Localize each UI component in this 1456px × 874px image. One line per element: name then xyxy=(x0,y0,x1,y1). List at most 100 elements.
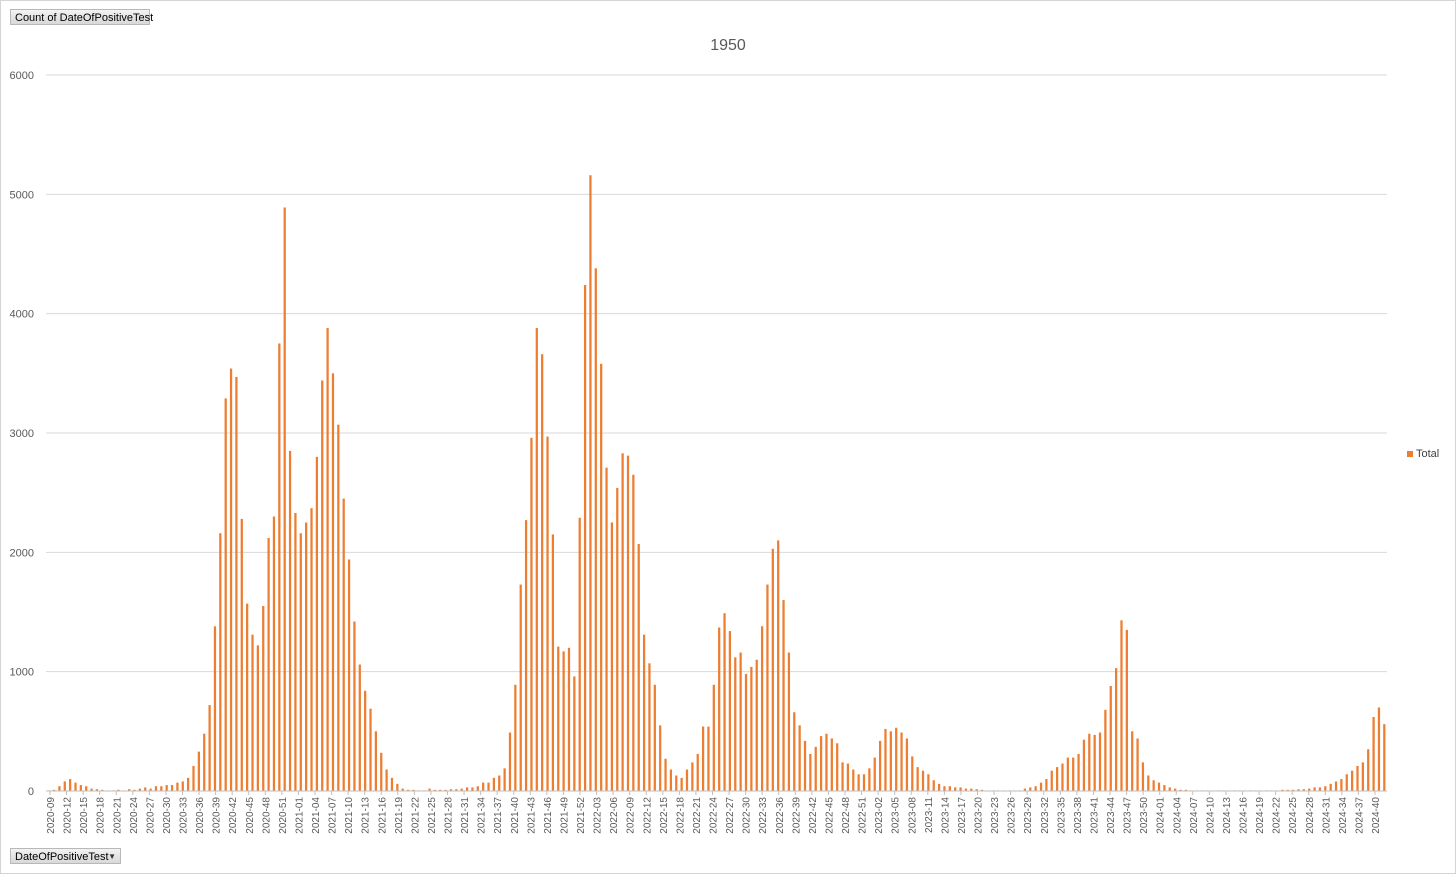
bar xyxy=(326,327,329,791)
x-tick-label: 2021-16 xyxy=(377,797,388,834)
bar xyxy=(310,508,313,791)
bar xyxy=(1120,620,1123,791)
bar xyxy=(219,533,222,791)
bar xyxy=(927,774,930,791)
x-tick-label: 2023-20 xyxy=(974,797,985,834)
bar xyxy=(192,765,195,791)
y-tick-label: 1000 xyxy=(10,667,34,679)
bar xyxy=(1023,788,1027,791)
bar xyxy=(63,781,66,791)
bar xyxy=(197,751,200,791)
bar xyxy=(782,600,785,791)
bar xyxy=(358,664,361,791)
axis-field-dropdown[interactable]: DateOfPositiveTest ▼ xyxy=(10,848,121,864)
x-tick-label: 2023-38 xyxy=(1073,797,1084,834)
value-field-button[interactable]: Count of DateOfPositiveTest xyxy=(10,9,153,25)
bar xyxy=(610,522,614,791)
x-tick-label: 2024-01 xyxy=(1156,797,1167,834)
bar xyxy=(1286,789,1289,791)
x-tick-label: 2021-52 xyxy=(576,797,587,834)
bar xyxy=(583,285,587,791)
bar xyxy=(841,762,844,791)
bar xyxy=(465,787,469,791)
bar xyxy=(825,733,828,791)
bar xyxy=(653,684,656,791)
x-tick-label: 2020-51 xyxy=(278,797,289,834)
bar xyxy=(69,779,72,791)
x-tick-label: 2020-33 xyxy=(179,797,190,834)
x-tick-label: 2023-05 xyxy=(891,797,902,834)
bar xyxy=(755,659,758,791)
x-tick-label: 2022-39 xyxy=(791,797,802,834)
x-tick-label: 2023-44 xyxy=(1106,797,1117,834)
bar xyxy=(208,705,211,791)
x-tick-label: 2021-31 xyxy=(460,797,471,834)
bar xyxy=(58,786,61,791)
bar xyxy=(305,522,308,791)
bar xyxy=(836,743,839,791)
bar xyxy=(165,785,168,791)
bar xyxy=(718,627,721,791)
bar xyxy=(1093,734,1096,791)
bar xyxy=(1292,789,1295,791)
bar xyxy=(90,788,93,791)
bar xyxy=(471,787,474,791)
x-tick-label: 2020-24 xyxy=(129,797,140,834)
bar xyxy=(74,782,77,791)
bar xyxy=(1329,783,1332,791)
bar xyxy=(884,728,887,791)
x-tick-label: 2020-15 xyxy=(79,797,90,834)
bar xyxy=(1098,732,1102,791)
bar xyxy=(626,455,630,791)
bar xyxy=(1066,757,1069,791)
x-tick-label: 2024-25 xyxy=(1288,797,1299,834)
x-tick-label: 2022-24 xyxy=(709,797,720,834)
x-tick-label: 2020-30 xyxy=(162,797,173,834)
bar xyxy=(766,584,769,791)
bar xyxy=(229,368,233,791)
bar xyxy=(632,474,635,791)
x-tick-label: 2022-42 xyxy=(808,797,819,834)
bar xyxy=(79,785,82,791)
x-tick-label: 2024-04 xyxy=(1172,797,1183,834)
x-tick-label: 2022-12 xyxy=(642,797,653,834)
bar xyxy=(498,775,501,791)
bar xyxy=(1168,787,1171,791)
x-tick-label: 2022-15 xyxy=(659,797,670,834)
x-tick-label: 2020-12 xyxy=(63,797,74,834)
bar xyxy=(605,467,608,791)
bar xyxy=(712,684,715,791)
bar xyxy=(964,788,968,791)
bar xyxy=(1334,781,1338,791)
bar xyxy=(1114,668,1118,791)
x-tick-label: 2024-10 xyxy=(1205,797,1216,834)
x-tick-label: 2024-16 xyxy=(1239,797,1250,834)
x-tick-label: 2021-22 xyxy=(410,797,421,834)
bar xyxy=(594,268,597,791)
bar xyxy=(117,789,120,791)
bar xyxy=(1131,731,1134,791)
x-tick-label: 2022-18 xyxy=(675,797,686,834)
bar xyxy=(943,786,946,791)
x-tick-label: 2021-07 xyxy=(328,797,339,834)
legend-label-total: Total xyxy=(1416,448,1440,460)
bar xyxy=(911,756,914,791)
y-tick-label: 6000 xyxy=(10,70,34,82)
bar xyxy=(337,424,340,791)
bar xyxy=(294,512,297,791)
bar xyxy=(664,758,667,791)
x-tick-label: 2024-37 xyxy=(1354,797,1365,834)
bar xyxy=(101,789,104,791)
axis-field-label: DateOfPositiveTest xyxy=(15,851,109,863)
x-tick-label: 2021-04 xyxy=(311,797,322,834)
bar xyxy=(1082,739,1086,791)
bar xyxy=(777,540,780,791)
x-tick-label: 2024-13 xyxy=(1222,797,1233,834)
x-tick-label: 2021-19 xyxy=(394,797,405,834)
bar xyxy=(1152,780,1155,791)
bar xyxy=(364,690,367,791)
x-tick-label: 2024-40 xyxy=(1371,797,1382,834)
bar xyxy=(530,437,533,791)
bar xyxy=(819,736,823,791)
